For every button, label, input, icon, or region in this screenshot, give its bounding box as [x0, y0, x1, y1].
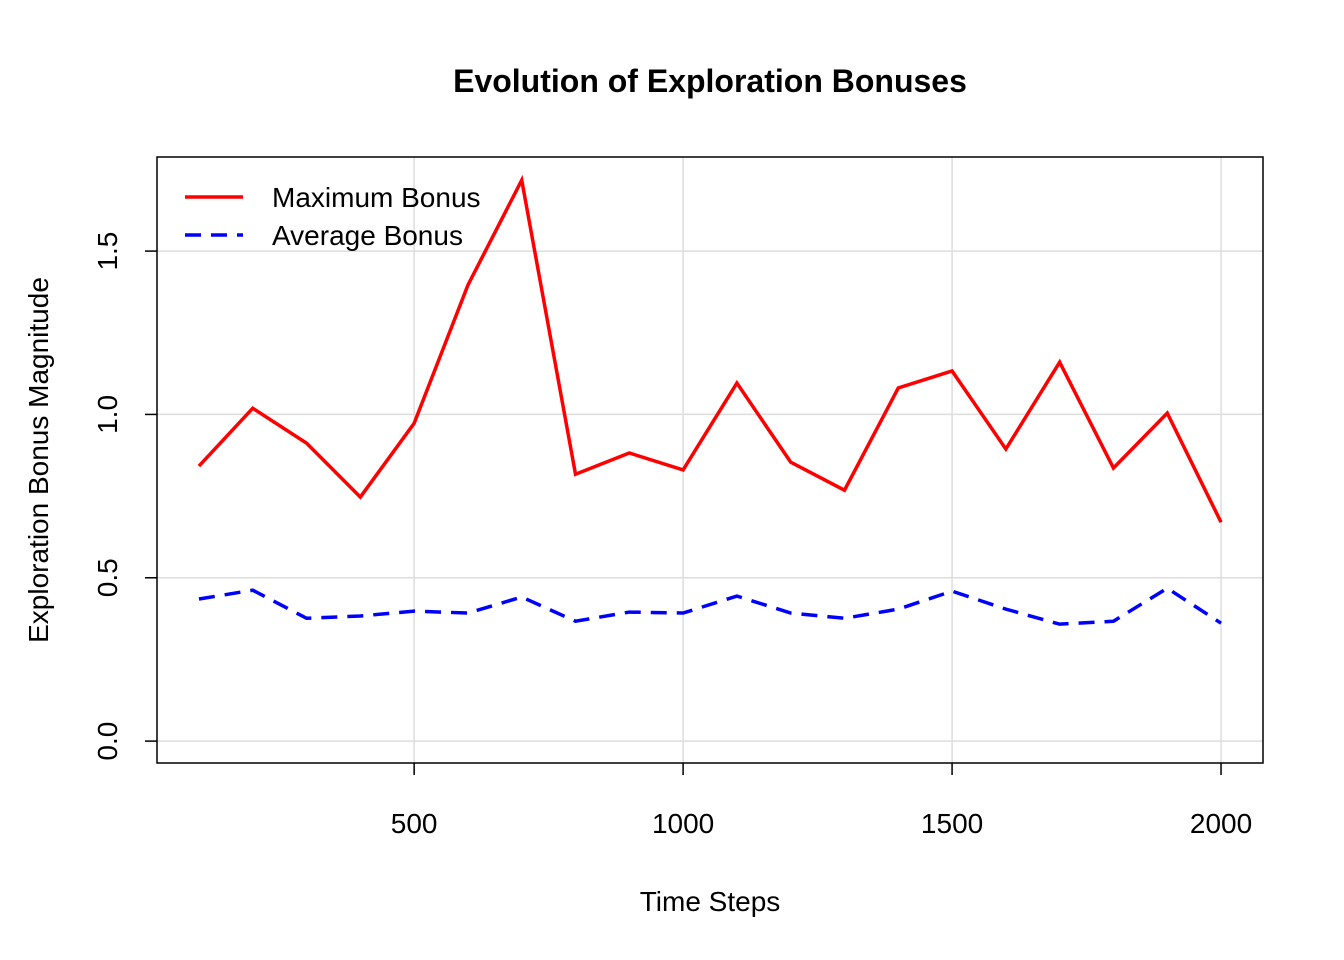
x-tick-label: 1500: [921, 808, 983, 839]
x-axis-label: Time Steps: [640, 886, 781, 917]
chart-title: Evolution of Exploration Bonuses: [453, 63, 967, 99]
x-tick-label: 2000: [1190, 808, 1252, 839]
plot-frame: [156, 156, 1264, 764]
y-tick-label: 0.0: [92, 722, 123, 761]
y-tick-label: 1.5: [92, 232, 123, 271]
y-tick-label: 0.5: [92, 558, 123, 597]
legend-label: Maximum Bonus: [272, 182, 481, 213]
legend: Maximum Bonus Average Bonus: [185, 182, 481, 251]
y-tick-label: 1.0: [92, 395, 123, 434]
legend-label: Average Bonus: [272, 220, 463, 251]
series-line-maximum-bonus: [197, 174, 1223, 524]
x-tick-label: 500: [391, 808, 438, 839]
y-axis-label: Exploration Bonus Magnitude: [23, 277, 54, 643]
x-tick-label: 1000: [652, 808, 714, 839]
series-line-average-bonus: [198, 586, 1222, 626]
